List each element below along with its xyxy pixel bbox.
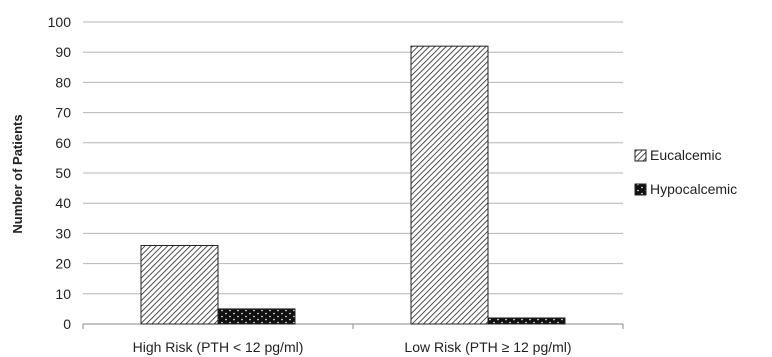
y-tick-label: 0 xyxy=(63,316,71,332)
y-tick-label: 60 xyxy=(55,135,71,151)
y-axis-ticks: 0 10 20 30 40 50 60 70 80 90 100 xyxy=(48,14,72,332)
y-tick-label: 20 xyxy=(55,256,71,272)
bar-eucalcemic-1 xyxy=(410,45,489,325)
bar-hypocalcemic-0 xyxy=(217,308,296,325)
x-axis-ticks: High Risk (PTH < 12 pg/ml) Low Risk (PTH … xyxy=(82,324,624,355)
y-tick-label: 100 xyxy=(48,14,72,30)
legend-swatch-eucalcemic xyxy=(634,149,647,162)
y-tick-label: 30 xyxy=(55,225,71,241)
bars xyxy=(140,45,566,325)
y-axis-title: Number of Patients xyxy=(10,114,25,233)
legend-label-eucalcemic: Eucalcemic xyxy=(650,147,722,163)
y-tick-label: 40 xyxy=(55,195,71,211)
bar-eucalcemic-0 xyxy=(140,244,219,325)
y-tick-label: 50 xyxy=(55,165,71,181)
y-tick-label: 10 xyxy=(55,286,71,302)
legend: Eucalcemic Hypocalcemic xyxy=(634,147,737,197)
x-tick-label: Low Risk (PTH ≥ 12 pg/ml) xyxy=(404,339,571,355)
y-tick-label: 80 xyxy=(55,74,71,90)
bar-hypocalcemic-1 xyxy=(487,317,566,325)
legend-swatch-hypocalcemic xyxy=(634,183,647,196)
y-tick-label: 70 xyxy=(55,105,71,121)
y-tick-label: 90 xyxy=(55,44,71,60)
legend-label-hypocalcemic: Hypocalcemic xyxy=(650,181,737,197)
x-tick-label: High Risk (PTH < 12 pg/ml) xyxy=(133,339,304,355)
